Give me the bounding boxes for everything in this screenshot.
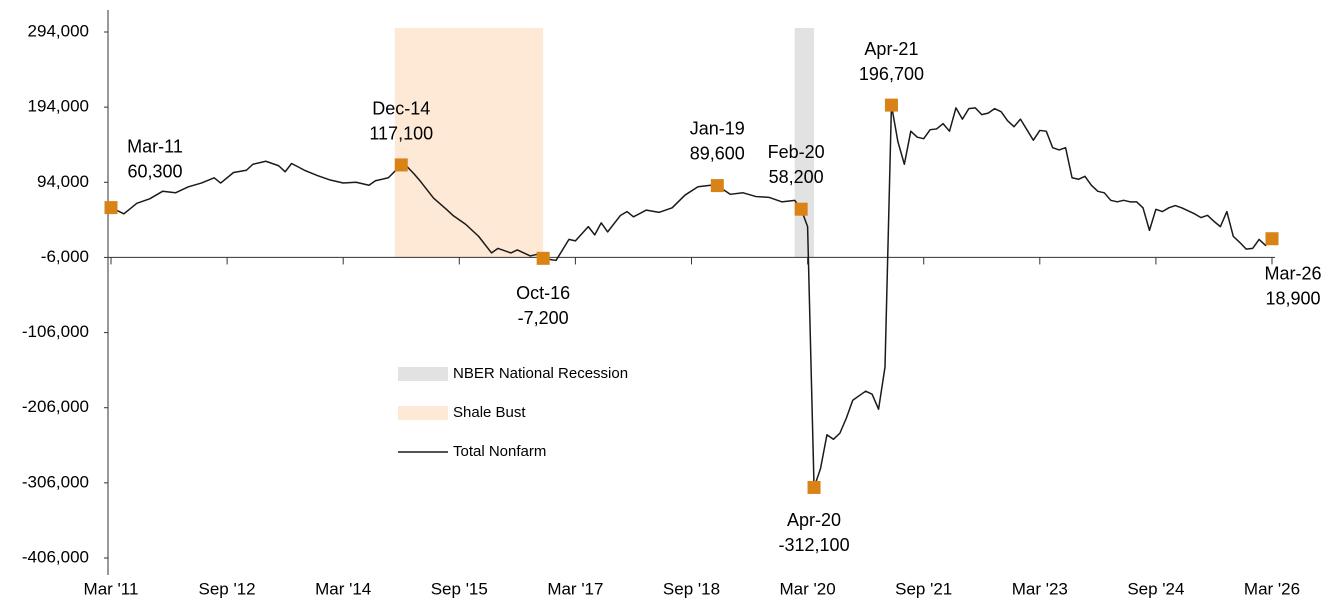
legend-swatch	[398, 406, 448, 420]
x-tick-label: Sep '21	[895, 579, 952, 598]
y-tick-label: -306,000	[22, 472, 89, 491]
annotation-value: 196,700	[859, 64, 924, 84]
annotation-marker	[104, 201, 118, 215]
annotation-marker	[794, 202, 808, 216]
annotation-marker	[710, 179, 724, 193]
legend-label: Total Nonfarm	[453, 443, 546, 460]
annotation-label: Feb-20	[768, 142, 825, 162]
annotation-marker	[807, 480, 821, 494]
annotation-marker	[884, 98, 898, 112]
x-tick-label: Mar '23	[1012, 579, 1068, 598]
annotation-label: Dec-14	[372, 99, 430, 119]
x-tick-label: Mar '26	[1244, 579, 1300, 598]
annotation-label: Apr-21	[864, 39, 918, 59]
y-tick-label: 194,000	[28, 97, 89, 116]
annotation-marker	[1265, 232, 1279, 246]
x-tick-label: Sep '15	[431, 579, 488, 598]
y-tick-label: 94,000	[37, 172, 89, 191]
annotation-label: Apr-20	[787, 510, 841, 530]
annotation-label: Jan-19	[690, 118, 745, 138]
annotation-label: Mar-26	[1264, 263, 1321, 283]
y-tick-label: -6,000	[41, 247, 89, 266]
y-tick-label: -406,000	[22, 547, 89, 566]
legend-label: NBER National Recession	[453, 365, 628, 382]
annotation-label: Mar-11	[127, 136, 183, 156]
shaded-region	[794, 28, 815, 258]
y-tick-label: -206,000	[22, 397, 89, 416]
x-tick-label: Mar '20	[780, 579, 836, 598]
annotation-value: 58,200	[769, 167, 824, 187]
y-tick-label: 294,000	[28, 21, 89, 40]
y-tick-label: -106,000	[22, 322, 89, 341]
annotation-value: 18,900	[1265, 288, 1320, 308]
line-series	[110, 104, 1273, 489]
x-tick-label: Sep '24	[1127, 579, 1184, 598]
annotation-marker	[536, 251, 550, 265]
legend-swatch	[398, 367, 448, 381]
shaded-region	[394, 28, 544, 258]
x-tick-label: Mar '17	[547, 579, 603, 598]
annotation-value: 117,100	[369, 124, 433, 144]
legend-label: Shale Bust	[453, 404, 526, 421]
x-tick-label: Sep '12	[199, 579, 256, 598]
annotation-label: Oct-16	[516, 283, 570, 303]
annotation-marker	[394, 158, 408, 172]
annotation-value: 60,300	[127, 161, 182, 181]
annotation-value: -312,100	[779, 535, 850, 555]
x-tick-label: Mar '11	[84, 579, 139, 598]
x-tick-label: Mar '14	[315, 579, 371, 598]
annotation-value: -7,200	[518, 308, 569, 328]
x-tick-label: Sep '18	[663, 579, 720, 598]
annotation-value: 89,600	[690, 143, 745, 163]
